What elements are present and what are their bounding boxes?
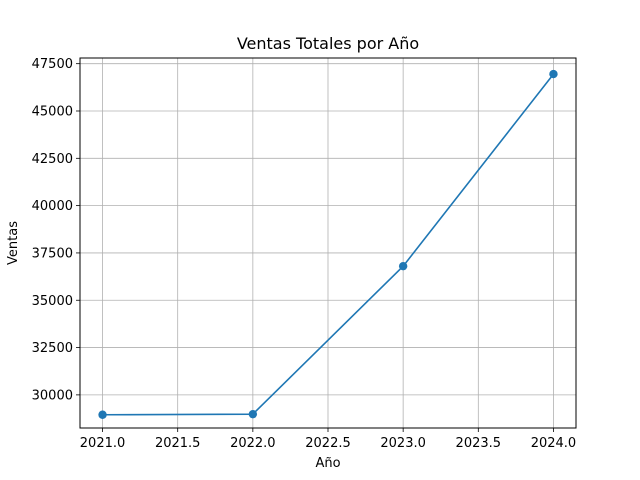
series-line bbox=[102, 73, 555, 416]
x-tick-label: 2022.0 bbox=[230, 436, 276, 451]
chart-title: Ventas Totales por Año bbox=[237, 34, 419, 53]
x-tick-label: 2021.0 bbox=[80, 436, 126, 451]
y-tick-label: 40000 bbox=[32, 199, 73, 214]
grid bbox=[80, 58, 576, 428]
y-tick-label: 37500 bbox=[32, 246, 73, 261]
y-tick-label: 45000 bbox=[32, 104, 73, 119]
x-axis: 2021.0 2021.5 2022.0 2022.5 2023.0 2023.5 2024… bbox=[80, 428, 576, 451]
data-point bbox=[248, 409, 258, 419]
y-tick-label: 47500 bbox=[32, 57, 73, 72]
data-point bbox=[398, 261, 408, 271]
x-tick-label: 2022.5 bbox=[305, 436, 351, 451]
x-axis-label: Año bbox=[315, 456, 340, 471]
y-tick-label: 32500 bbox=[32, 341, 73, 356]
x-tick-label: 2024.0 bbox=[531, 436, 577, 451]
y-tick-label: 42500 bbox=[32, 152, 73, 167]
series-layer bbox=[98, 69, 558, 419]
data-point bbox=[549, 69, 558, 79]
x-tick-label: 2023.0 bbox=[380, 436, 426, 451]
y-tick-label: 30000 bbox=[32, 388, 73, 403]
x-tick-label: 2021.5 bbox=[155, 436, 201, 451]
y-tick-label: 35000 bbox=[32, 294, 73, 309]
y-axis-label: Ventas bbox=[6, 221, 21, 265]
data-point bbox=[98, 410, 107, 419]
x-tick-label: 2023.5 bbox=[456, 436, 502, 451]
y-axis: 30000 32500 35000 37500 40000 42500 45000 47500 bbox=[32, 57, 80, 403]
